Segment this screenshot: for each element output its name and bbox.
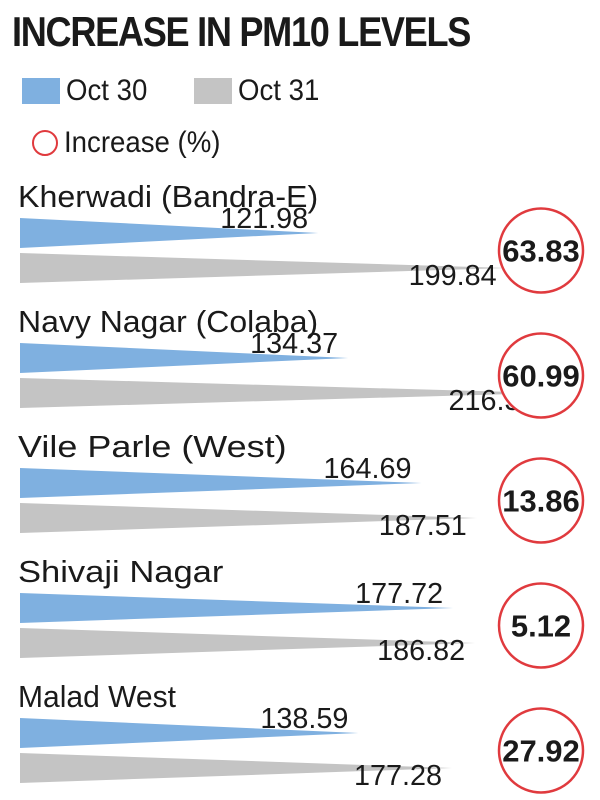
legend-swatch-oct31 — [194, 78, 233, 104]
bar-oct-30-vile-parle-west — [20, 468, 422, 498]
bar-oct-31-malad-west — [20, 753, 453, 783]
legend-label-increase: Increase (%) — [64, 126, 221, 159]
bar-oct-30-kherwadi-bandra-e — [20, 218, 319, 248]
data-label-oct-30-malad-west: 138.59 — [260, 703, 348, 735]
bar-oct-30-navy-nagar-colaba — [20, 343, 349, 373]
category-label-malad-west: Malad West — [18, 679, 176, 714]
category-label-kherwadi-bandra-e: Kherwadi (Bandra-E) — [18, 179, 318, 214]
data-label-oct-31-vile-parle-west: 187.51 — [379, 510, 467, 542]
data-label-oct-30-shivaji-nagar: 177.72 — [355, 578, 443, 610]
data-label-oct-31-shivaji-nagar: 186.82 — [377, 635, 465, 667]
legend-circle-icon — [32, 130, 58, 156]
bar-oct-31-vile-parle-west — [20, 503, 477, 533]
category-label-vile-parle-west: Vile Parle (West) — [18, 429, 287, 464]
legend-series: Oct 30 Oct 31 — [22, 74, 327, 108]
increase-value-malad-west: 27.92 — [502, 734, 580, 769]
bar-oct-30-malad-west — [20, 718, 359, 748]
increase-circle-kherwadi-bandra-e — [497, 207, 585, 294]
legend-label-oct30: Oct 30 — [66, 74, 148, 107]
data-label-oct-30-navy-nagar-colaba: 134.37 — [250, 328, 338, 360]
category-label-navy-nagar-colaba: Navy Nagar (Colaba) — [18, 304, 318, 339]
legend-label-oct31: Oct 31 — [238, 74, 320, 107]
bar-oct-31-navy-nagar-colaba — [20, 378, 547, 408]
data-label-oct-31-kherwadi-bandra-e: 199.84 — [409, 260, 497, 292]
increase-value-navy-nagar-colaba: 60.99 — [502, 359, 580, 394]
bar-oct-31-shivaji-nagar — [20, 628, 476, 658]
data-label-oct-30-kherwadi-bandra-e: 121.98 — [220, 203, 308, 235]
increase-circle-shivaji-nagar — [497, 582, 585, 669]
increase-value-shivaji-nagar: 5.12 — [511, 609, 571, 644]
increase-circle-vile-parle-west — [497, 457, 585, 544]
category-label-shivaji-nagar: Shivaji Nagar — [18, 554, 223, 589]
increase-value-vile-parle-west: 13.86 — [502, 484, 580, 519]
chart-title: INCREASE IN PM10 LEVELS — [12, 8, 471, 55]
bar-oct-30-shivaji-nagar — [20, 593, 454, 623]
legend-increase: Increase (%) — [32, 126, 234, 160]
increase-value-kherwadi-bandra-e: 63.83 — [502, 234, 580, 269]
data-label-oct-31-malad-west: 177.28 — [354, 760, 442, 792]
data-label-oct-30-vile-parle-west: 164.69 — [324, 453, 412, 485]
bar-oct-31-kherwadi-bandra-e — [20, 253, 507, 283]
legend-swatch-oct30 — [22, 78, 60, 104]
increase-circle-malad-west — [497, 707, 585, 794]
increase-circle-navy-nagar-colaba — [497, 332, 585, 419]
